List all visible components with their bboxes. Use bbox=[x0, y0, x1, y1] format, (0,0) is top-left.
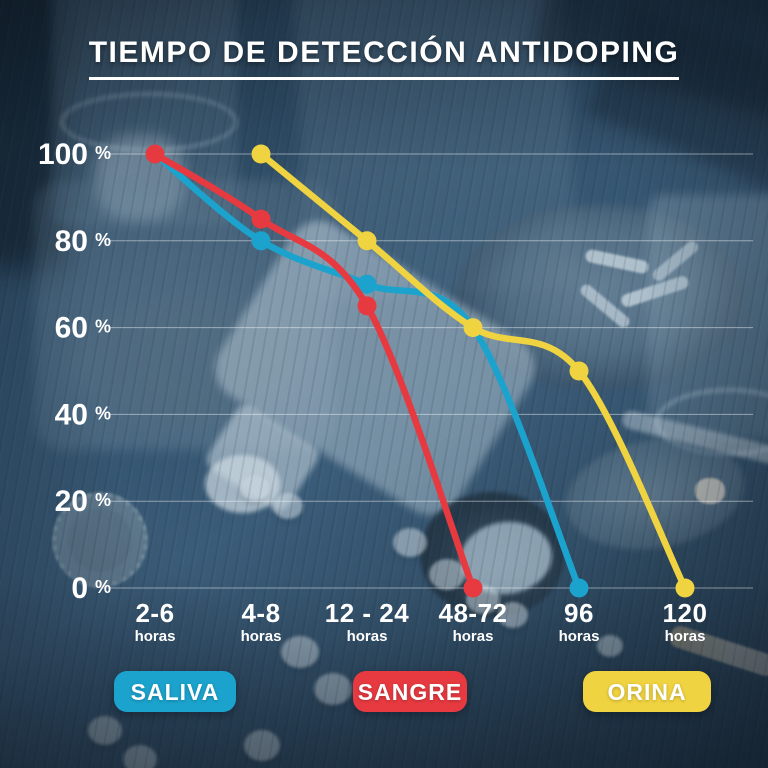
data-point bbox=[569, 578, 589, 598]
y-tick-label: 40 bbox=[55, 398, 88, 431]
y-tick-label: 20 bbox=[55, 485, 88, 518]
data-point bbox=[675, 578, 695, 598]
data-point bbox=[357, 296, 377, 316]
y-tick-percent: % bbox=[95, 143, 111, 163]
data-point bbox=[569, 361, 589, 381]
x-tick-sublabel: horas bbox=[241, 628, 282, 645]
x-tick-label: 48-72 bbox=[439, 598, 508, 628]
data-point bbox=[357, 274, 377, 294]
x-tick-label: 12 - 24 bbox=[325, 598, 409, 628]
pill-shape bbox=[123, 745, 157, 768]
y-tick-label: 60 bbox=[55, 312, 88, 345]
y-tick-label: 0 bbox=[71, 572, 88, 605]
y-tick-percent: % bbox=[95, 577, 111, 597]
pill-shape bbox=[393, 528, 427, 557]
x-tick-sublabel: horas bbox=[665, 628, 706, 645]
data-point bbox=[251, 144, 271, 164]
y-tick-percent: % bbox=[95, 230, 111, 250]
series-path bbox=[257, 150, 689, 592]
pill-shape bbox=[88, 716, 122, 745]
data-point bbox=[145, 144, 165, 164]
page-title: TIEMPO DE DETECCIÓN ANTIDOPING bbox=[0, 36, 768, 80]
y-axis-labels: 0 % 20 % 40 % 60 % 80 % 100% bbox=[38, 138, 111, 605]
page-title-text: TIEMPO DE DETECCIÓN ANTIDOPING bbox=[88, 36, 680, 80]
dark-corner-shape bbox=[0, 0, 65, 270]
rock-shape bbox=[695, 478, 725, 504]
pill-shape bbox=[498, 602, 528, 628]
x-tick-sublabel: horas bbox=[453, 628, 494, 645]
y-tick-percent: % bbox=[95, 490, 111, 510]
pill-shape bbox=[240, 475, 270, 501]
x-tick-label: 2-6 bbox=[135, 598, 174, 628]
series-path bbox=[151, 150, 477, 592]
x-tick-sublabel: horas bbox=[135, 628, 176, 645]
x-tick-label: 120 bbox=[663, 598, 708, 628]
cigarettes-in-glass-shape bbox=[95, 135, 185, 220]
data-point bbox=[357, 231, 377, 251]
pill-shape bbox=[244, 730, 280, 761]
data-point bbox=[463, 318, 483, 338]
x-tick-sublabel: horas bbox=[559, 628, 600, 645]
x-tick-label: 4-8 bbox=[241, 598, 280, 628]
series-path bbox=[151, 150, 583, 592]
series-orina-line bbox=[251, 144, 695, 598]
y-tick-percent: % bbox=[95, 317, 111, 337]
pill-shape bbox=[314, 673, 352, 706]
data-point bbox=[463, 578, 483, 598]
y-tick-percent: % bbox=[95, 403, 111, 423]
pill-shape bbox=[281, 636, 319, 669]
pill-shape bbox=[429, 559, 465, 590]
series-saliva-line bbox=[145, 144, 589, 598]
data-point bbox=[251, 209, 271, 229]
beer-cap-inner-shape bbox=[68, 508, 132, 572]
y-tick-label: 100 bbox=[38, 138, 88, 171]
y-tick-label: 80 bbox=[55, 225, 88, 258]
x-tick-label: 96 bbox=[564, 598, 594, 628]
series-sangre-line bbox=[145, 144, 483, 598]
pill-shape bbox=[597, 635, 623, 658]
pill-shape bbox=[273, 493, 303, 519]
data-point bbox=[251, 231, 271, 251]
x-tick-sublabel: horas bbox=[347, 628, 388, 645]
